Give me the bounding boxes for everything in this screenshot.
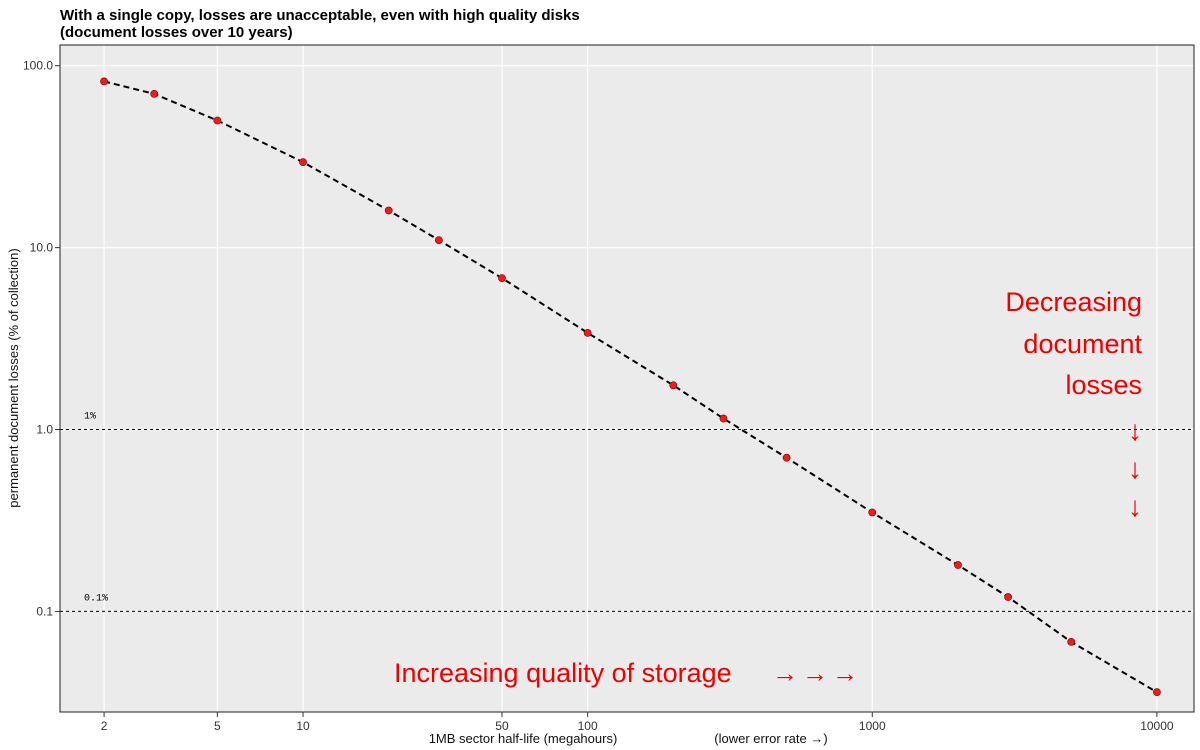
annotations: Decreasing document losses ↓ ↓ ↓ Increasing qu… [394,287,1142,688]
annotation-decreasing-losses: losses [1065,370,1142,400]
data-point [782,453,791,462]
y-axis-label: permanent document losses (% of collecti… [6,248,21,507]
y-tick-label: 10.0 [30,241,54,255]
data-point [1004,593,1012,601]
data-point [669,381,678,390]
x-tick-label: 2 [101,719,108,733]
annotation-right-arrows: →→→ [772,658,862,688]
data-point [434,236,443,245]
y-tick-label: 0.1 [36,604,53,618]
annotation-increasing-quality: Increasing quality of storage [394,658,732,688]
data-point [100,77,108,86]
gridlines [60,45,1194,712]
x-tick-label: 10 [296,719,310,733]
fit-curve-path [103,80,1158,694]
data-points [100,77,1161,697]
plot-area [60,45,1194,712]
chart-title-line-1: With a single copy, losses are unaccepta… [60,7,580,24]
annotation-down-arrow: ↓ [1128,415,1142,446]
annotation-down-arrow: ↓ [1128,453,1142,484]
reference-line-label: 0.1% [84,593,108,604]
fit-curve [103,80,1158,694]
x-axis-note: (lower error rate →) [714,731,827,746]
plot-frame [59,44,1195,713]
data-point [299,158,307,167]
data-point [150,90,159,98]
chart-title-line-2: (document losses over 10 years) [60,24,293,41]
data-point [213,116,222,125]
chart-title: With a single copy, losses are unaccepta… [60,7,580,41]
x-axis-label: 1MB sector half-life (megahours) [429,731,618,746]
data-point [1153,688,1161,697]
axis-ticks: 2 5 10 50 100 1000 10000 0.1 1.0 10.0 100.0 [23,59,1174,733]
y-tick-label: 100.0 [23,59,53,73]
y-tick-label: 1.0 [36,423,53,437]
data-point [583,328,592,337]
annotation-down-arrow: ↓ [1128,491,1142,522]
data-point [1067,638,1076,646]
data-point [719,414,728,423]
x-tick-label: 100 [578,719,598,733]
x-tick-label: 5 [214,719,221,733]
annotation-decreasing-losses: Decreasing [1005,287,1142,317]
reference-line-label: 1% [84,412,96,423]
data-point [498,274,506,282]
reference-lines: 1% 0.1% [60,412,1194,612]
x-tick-label: 10000 [1140,719,1174,733]
x-tick-label: 1000 [859,719,886,733]
data-point [868,508,877,517]
data-point [384,206,393,215]
data-point [954,561,962,569]
annotation-decreasing-losses: document [1023,329,1142,359]
x-tick-label: 50 [495,719,509,733]
